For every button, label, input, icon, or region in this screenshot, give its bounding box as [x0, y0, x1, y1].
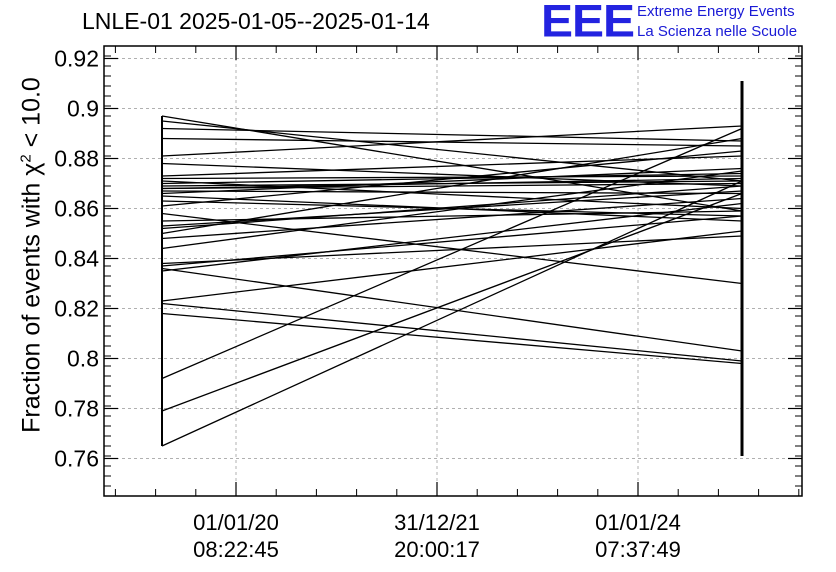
series-segment	[161, 127, 743, 380]
y-axis-label-sup: 2	[17, 154, 35, 163]
org-name-line1: Extreme Energy Events	[637, 3, 795, 20]
series-segment	[161, 235, 743, 265]
series-segment	[161, 177, 743, 190]
x-tick-time-label: 08:22:45	[193, 537, 279, 562]
series-segment	[161, 170, 743, 250]
chart-title: LNLE-01 2025-01-05--2025-01-14	[82, 8, 430, 34]
plot-border	[103, 45, 803, 497]
series-segment	[161, 192, 743, 412]
series-segment	[161, 137, 743, 235]
series-segment	[161, 125, 743, 157]
y-tick-label: 0.84	[54, 246, 99, 272]
y-tick-label: 0.78	[54, 396, 99, 422]
y-axis-label-suffix: < 10.0	[17, 77, 46, 155]
series-segment	[161, 137, 743, 147]
grid-lines	[104, 46, 802, 496]
series-segment	[161, 150, 743, 207]
series-segment	[161, 180, 743, 447]
y-tick-label: 0.92	[54, 46, 99, 72]
series-segment	[161, 175, 743, 180]
x-tick-time-label: 20:00:17	[394, 537, 480, 562]
plot-frame	[103, 45, 803, 497]
series-segment	[161, 202, 743, 272]
y-axis-label-symbol: χ	[17, 162, 46, 176]
y-axis-label-prefix: Fraction of events with	[17, 175, 46, 433]
y-tick-label: 0.8	[67, 346, 99, 372]
y-axis-label: Fraction of events with χ2 < 10.0	[17, 77, 46, 433]
x-tick-date-label: 31/12/21	[394, 510, 480, 535]
org-name-line2: La Scienza nelle Scuole	[637, 23, 798, 40]
series-segment	[161, 197, 743, 240]
y-tick-label: 0.76	[54, 446, 99, 472]
series-segment	[161, 167, 743, 195]
series-segment	[161, 267, 743, 352]
eee-logo: EEE	[541, 0, 635, 47]
series-segment	[161, 215, 743, 267]
series-segment	[161, 302, 743, 362]
y-tick-label: 0.9	[67, 96, 99, 122]
axis-ticks	[104, 46, 802, 497]
series-segment	[161, 190, 743, 227]
series-segment	[161, 115, 743, 212]
y-tick-label: 0.82	[54, 296, 99, 322]
series-segment	[161, 127, 743, 142]
series-lines	[161, 81, 744, 456]
x-tick-date-label: 01/01/20	[193, 510, 279, 535]
series-segment	[161, 312, 743, 365]
y-tick-label: 0.88	[54, 146, 99, 172]
series-segment	[161, 185, 743, 230]
series-segment	[161, 155, 743, 177]
x-tick-time-label: 07:37:49	[595, 537, 681, 562]
series-segment	[161, 210, 743, 222]
series-segment	[161, 230, 743, 302]
y-tick-labels: 0.76 0.78 0.8 0.82 0.84 0.86 0.88 0.9 0.92	[54, 46, 99, 472]
x-tick-date-label: 01/01/24	[595, 510, 681, 535]
series-segment	[161, 212, 743, 285]
y-tick-label: 0.86	[54, 196, 99, 222]
